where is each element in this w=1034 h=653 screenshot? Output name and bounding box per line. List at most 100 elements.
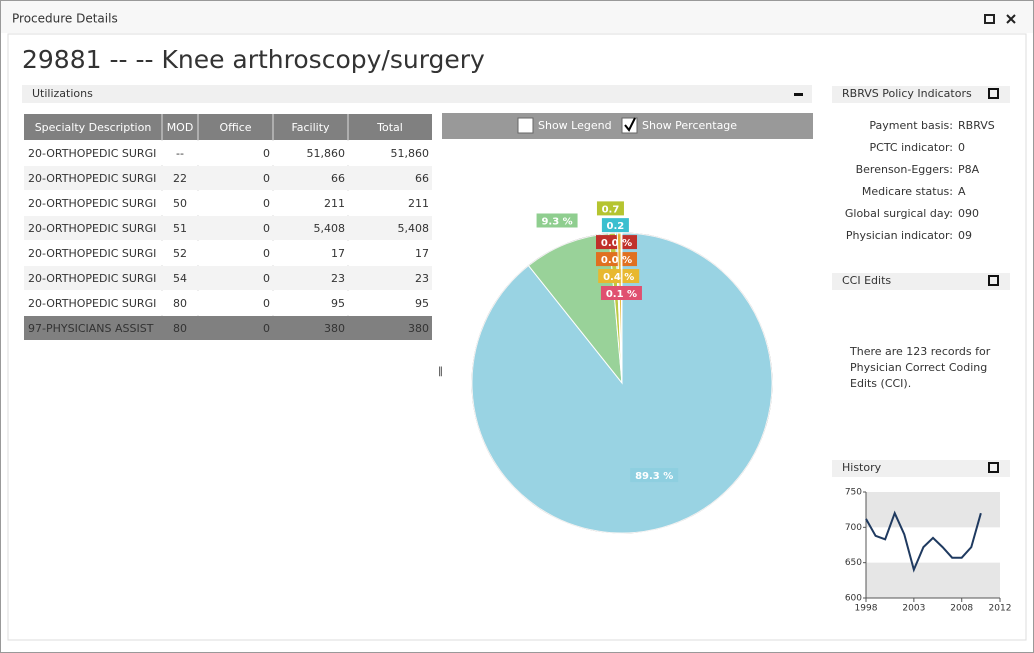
- close-button[interactable]: [1006, 14, 1016, 24]
- table-cell: 66: [415, 172, 429, 185]
- cci-text: There are 123 records for Physician Corre…: [849, 345, 991, 390]
- table-cell: 0: [263, 172, 270, 185]
- column-header: Office: [219, 121, 251, 134]
- field-value: 0: [958, 141, 965, 154]
- data-label: 0.4 %: [603, 272, 634, 283]
- pie-chart: 89.3 % 9.3 % 0.7 0.2 0.0 % 0.0 % 0.4 % 0.1 % ‖: [438, 201, 773, 534]
- table-cell: 50: [173, 197, 187, 210]
- popout-button[interactable]: [988, 275, 999, 286]
- table-cell: 5,408: [314, 222, 346, 235]
- data-label-box: [536, 213, 578, 228]
- data-label-box: [596, 235, 638, 250]
- field-label: Global surgical day:: [845, 207, 953, 220]
- table-cell: 95: [415, 297, 429, 310]
- checkbox-label[interactable]: Show Percentage: [642, 119, 737, 132]
- table-cell: 51,860: [307, 147, 346, 160]
- table-cell: 0: [263, 247, 270, 260]
- data-label: 0.0 %: [601, 238, 632, 249]
- table-cell: 80: [173, 322, 187, 335]
- plot-band: [866, 562, 1000, 598]
- field-label: Physician indicator:: [846, 229, 953, 242]
- table-cell: 20-ORTHOPEDIC SURGI: [28, 172, 156, 185]
- data-label-box: [601, 218, 629, 233]
- field-value: P8A: [958, 163, 980, 176]
- table-cell: 0: [263, 272, 270, 285]
- column-header: Facility: [291, 121, 330, 134]
- table-cell: 20-ORTHOPEDIC SURGI: [28, 147, 156, 160]
- plot-band: [866, 492, 1000, 528]
- column-header: Total: [376, 121, 403, 134]
- y-tick-label: 600: [845, 594, 862, 604]
- x-tick-label: 2012: [989, 604, 1012, 614]
- table-cell: 0: [263, 222, 270, 235]
- data-label: 89.3 %: [635, 471, 673, 482]
- cci-line: Edits (CCI).: [850, 377, 911, 390]
- panel-header: [832, 273, 1010, 290]
- history-chart: 600 650 700 750 1998 2003 2008 2012: [845, 488, 1012, 614]
- collapse-button[interactable]: [794, 93, 803, 96]
- table-cell: 52: [173, 247, 187, 260]
- pie-slice: [620, 232, 623, 384]
- cci-line: Physician Correct Coding: [850, 361, 987, 374]
- field-value: 09: [958, 229, 972, 242]
- history-line: [865, 510, 982, 573]
- field-label: Berenson-Eggers:: [856, 163, 953, 176]
- popout-button[interactable]: [988, 88, 999, 99]
- data-label-box: [596, 201, 624, 216]
- field-value: RBRVS: [958, 119, 995, 132]
- y-tick-label: 700: [845, 523, 862, 533]
- table-cell: 211: [408, 197, 429, 210]
- table-cell: 20-ORTHOPEDIC SURGI: [28, 247, 156, 260]
- table-cell: 66: [331, 172, 345, 185]
- field-label: Medicare status:: [862, 185, 953, 198]
- table-cell: 20-ORTHOPEDIC SURGI: [28, 297, 156, 310]
- table: Specialty Description MOD Office Facility To…: [24, 114, 432, 340]
- table-cell: 0: [263, 197, 270, 210]
- maximize-button[interactable]: [984, 14, 995, 24]
- table-cell: --: [176, 147, 184, 160]
- rbrvs-list: Payment basis: RBRVS PCTC indicator: 0 Beren…: [845, 119, 995, 242]
- checkmark: [624, 117, 636, 132]
- table-cell: 0: [263, 322, 270, 335]
- popout-button[interactable]: [988, 462, 999, 473]
- column-header: Specialty Description: [35, 121, 152, 134]
- table-cell: 51: [173, 222, 187, 235]
- panel-title: CCI Edits: [842, 274, 891, 287]
- table-row: [24, 141, 432, 165]
- field-label: Payment basis:: [869, 119, 953, 132]
- window-title: Procedure Details: [12, 12, 118, 26]
- table-row: [24, 316, 432, 340]
- table-cell: 23: [331, 272, 345, 285]
- checkbox-label[interactable]: Show Legend: [538, 119, 612, 132]
- column-header: MOD: [167, 121, 194, 134]
- table-cell: 17: [415, 247, 429, 260]
- panel-title: History: [842, 461, 882, 474]
- table-row: [24, 266, 432, 290]
- table-row: [24, 166, 432, 190]
- table-cell: 97-PHYSICIANS ASSIST: [28, 322, 154, 335]
- table-header: [24, 114, 432, 140]
- table-row: [24, 191, 432, 215]
- table-cell: 0: [263, 147, 270, 160]
- table-cell: 5,408: [398, 222, 430, 235]
- checkbox[interactable]: [517, 117, 534, 134]
- table-cell: 20-ORTHOPEDIC SURGI: [28, 197, 156, 210]
- panel-title: RBRVS Policy Indicators: [842, 87, 972, 100]
- table-cell: 20-ORTHOPEDIC SURGI: [28, 272, 156, 285]
- panel-header: [832, 86, 1010, 103]
- data-label: 0.1 %: [606, 289, 637, 300]
- x-tick-label: 2003: [902, 604, 925, 614]
- table-cell: 95: [331, 297, 345, 310]
- data-label: 9.3 %: [541, 216, 572, 227]
- table-cell: 51,860: [391, 147, 430, 160]
- cci-line: There are 123 records for: [849, 345, 991, 358]
- table-row: [24, 216, 432, 240]
- table-cell: 17: [331, 247, 345, 260]
- section-header: [22, 85, 812, 103]
- table-cell: 22: [173, 172, 187, 185]
- heading: 29881 -- -- Knee arthroscopy/surgery: [22, 45, 485, 74]
- table-cell: 20-ORTHOPEDIC SURGI: [28, 222, 156, 235]
- data-label-box: [598, 269, 640, 284]
- data-label: 0.0 %: [601, 255, 632, 266]
